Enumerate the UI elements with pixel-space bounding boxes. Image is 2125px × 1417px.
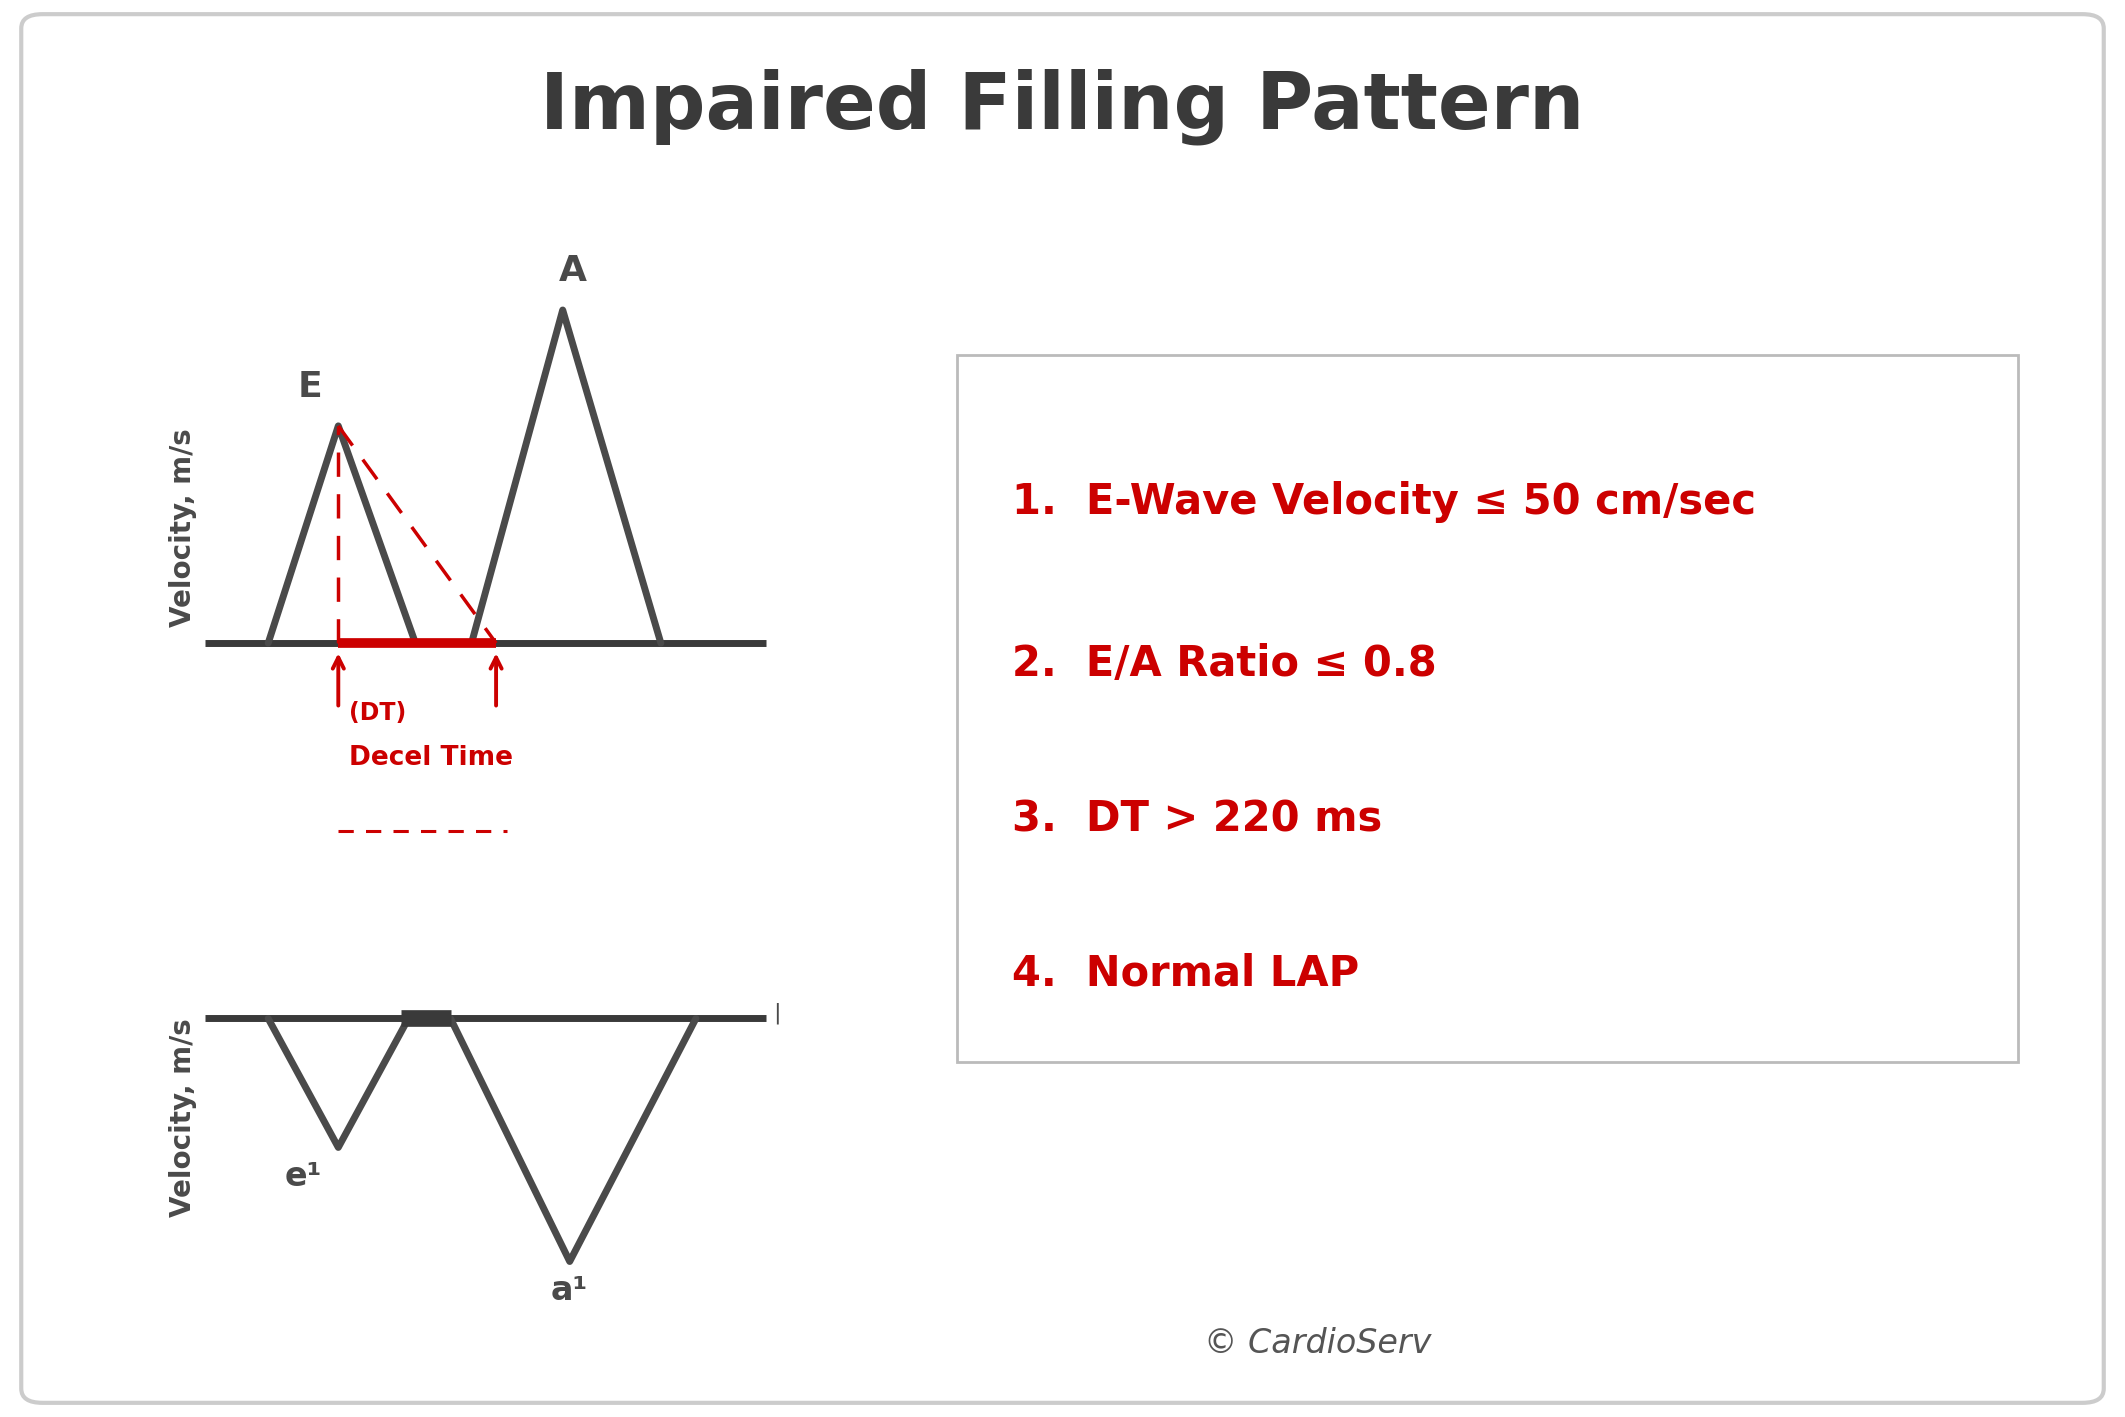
Text: e¹: e¹ [285,1159,321,1193]
FancyBboxPatch shape [21,14,2104,1403]
Text: Impaired Filling Pattern: Impaired Filling Pattern [540,68,1585,145]
Text: Decel Time: Decel Time [348,744,512,771]
Text: a¹: a¹ [550,1274,589,1306]
Text: E: E [298,370,323,404]
Text: Velocity, m/s: Velocity, m/s [168,428,198,626]
Text: 4.  Normal LAP: 4. Normal LAP [1012,952,1360,995]
Text: A: A [559,254,586,288]
Text: © CardioServ: © CardioServ [1203,1326,1432,1360]
Text: 1.  E-Wave Velocity ≤ 50 cm/sec: 1. E-Wave Velocity ≤ 50 cm/sec [1012,482,1757,523]
Text: 3.  DT > 220 ms: 3. DT > 220 ms [1012,798,1383,840]
FancyBboxPatch shape [956,354,2019,1063]
Text: |: | [774,1003,780,1024]
Text: 2.  E/A Ratio ≤ 0.8: 2. E/A Ratio ≤ 0.8 [1012,643,1436,686]
Text: Velocity, m/s: Velocity, m/s [168,1019,198,1217]
Text: (DT): (DT) [348,701,406,726]
